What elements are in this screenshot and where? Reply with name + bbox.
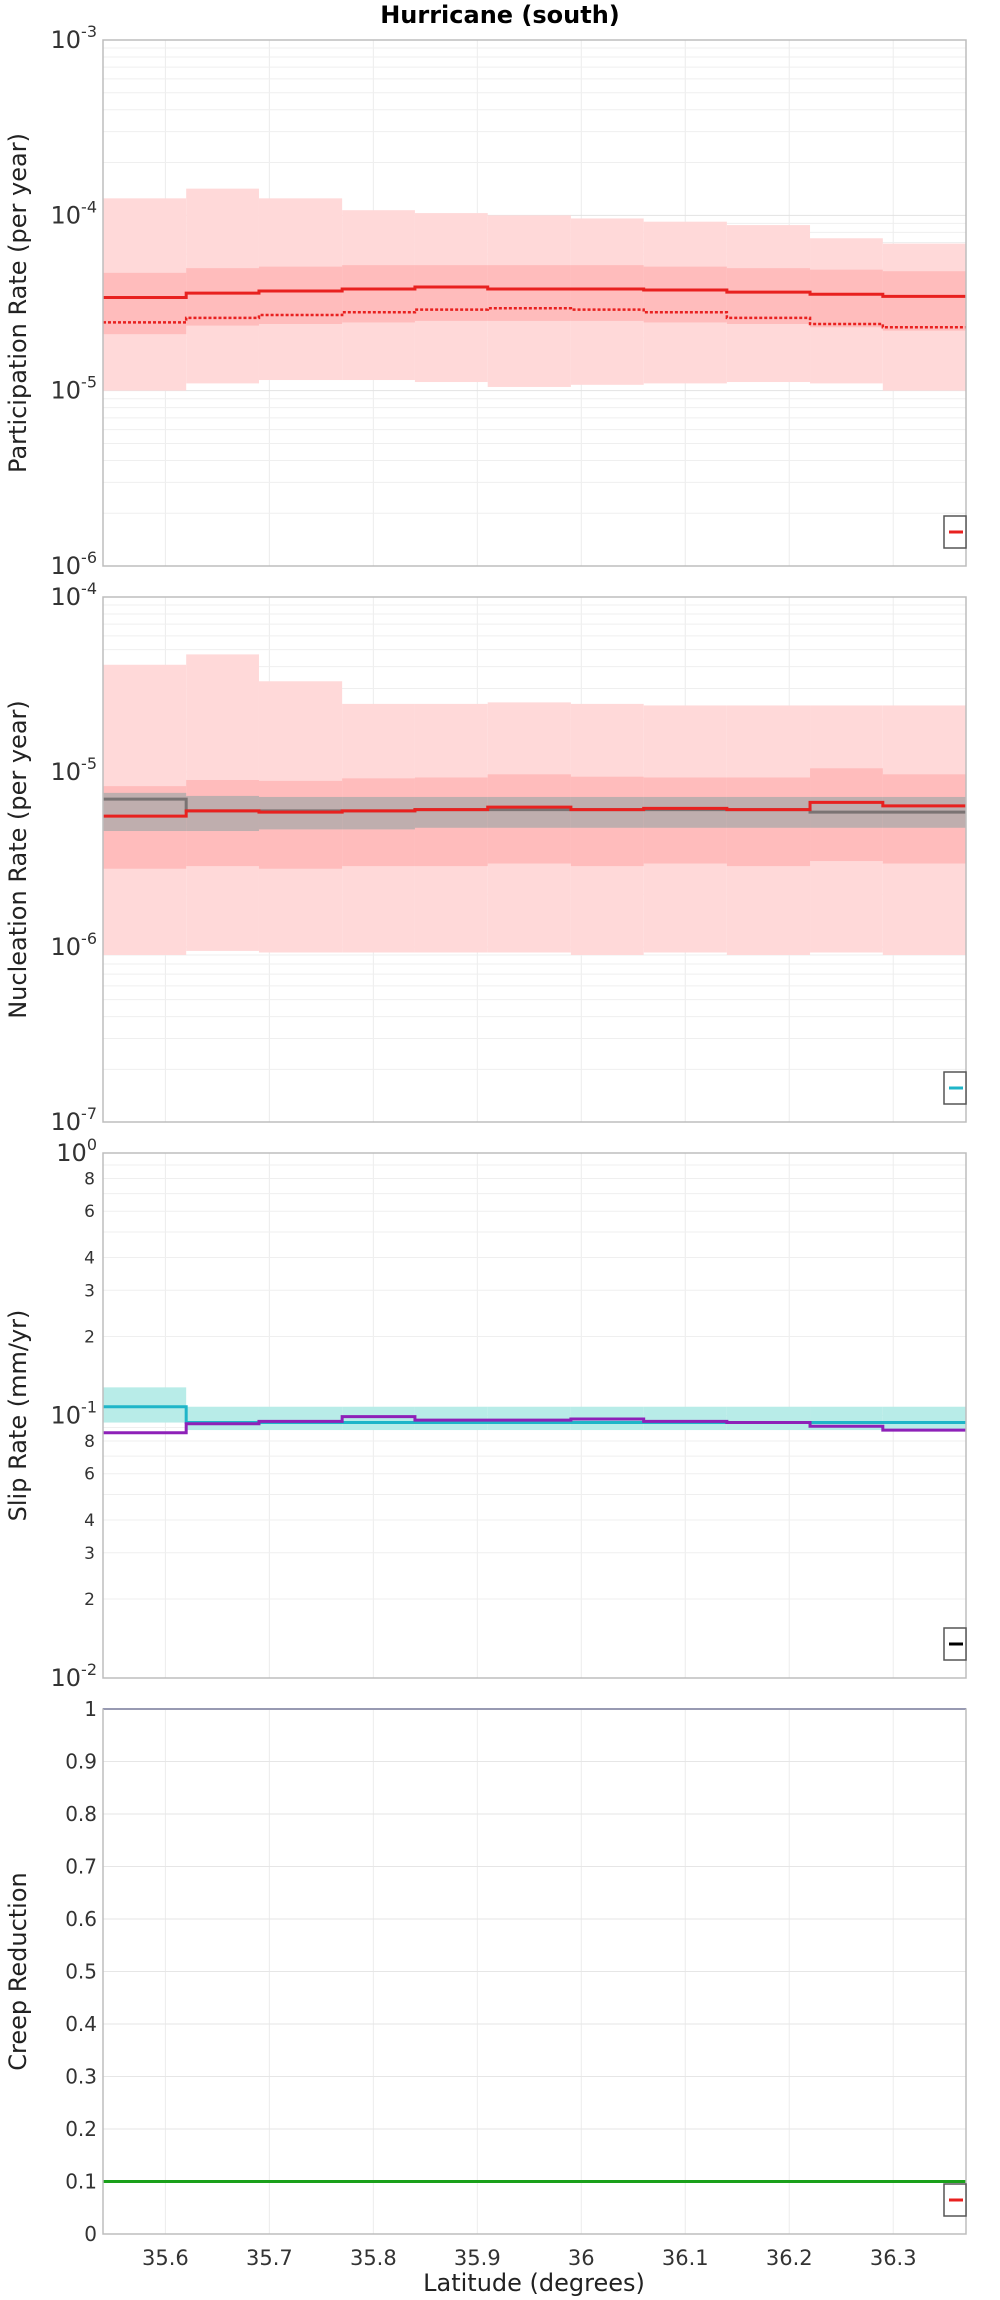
y-tick-label: 10-5: [51, 373, 98, 405]
y-tick-label: 1: [84, 1697, 97, 1721]
y-tick-label: 0.1: [65, 2170, 97, 2194]
y-tick-label: 10-6: [51, 548, 98, 580]
y-minor-tick-label: 6: [84, 1465, 95, 1485]
band-segment: [810, 269, 883, 328]
y-minor-tick-label: 4: [84, 1248, 95, 1268]
band-segment: [186, 1406, 259, 1431]
y-minor-tick-label: 3: [84, 1544, 95, 1564]
band-segment: [643, 266, 727, 323]
chart-title: Hurricane (south): [380, 1, 620, 29]
y-tick-label: 10-5: [51, 754, 98, 786]
y-tick-label: 10-4: [51, 579, 98, 611]
band-segment: [726, 1406, 811, 1431]
y-minor-tick-label: 3: [84, 1281, 95, 1301]
series-mean: [103, 285, 966, 299]
legend-participation: [943, 515, 967, 549]
x-tick-label: 36.2: [766, 2246, 813, 2270]
band-segment: [487, 1406, 571, 1431]
y-tick-labels-creep: 0 0.1 0.2 0.3 0.4 0.5 0.6 0.7 0.8 0.9 1: [65, 1697, 97, 2246]
y-minor-tick-label: 8: [84, 1432, 95, 1452]
band-segment: [726, 268, 811, 325]
y-tick-label: 0.9: [65, 1750, 97, 1774]
y-tick-labels-slip: 10-2 10-1 100 2 3 4 6 8 2 3 4 6 8: [51, 1135, 98, 1692]
plot-frame: [102, 1708, 967, 2235]
y-tick-label: 10-2: [51, 1660, 98, 1692]
y-tick-label: 0.8: [65, 1802, 97, 1826]
y-axis-label-creep: Creep Reduction: [4, 1872, 32, 2070]
y-minor-tick-label: 8: [84, 1169, 95, 1189]
y-tick-label: 0.5: [65, 1960, 97, 1984]
band-segment: [258, 1406, 343, 1431]
panel-slip: 10-2 10-1 100 2 3 4 6 8 2 3 4 6 8 Slip Rate (mm/yr): [4, 1135, 967, 1692]
band-segment: [882, 271, 966, 331]
series-alternate: [103, 307, 966, 329]
band-segment: [643, 796, 727, 828]
y-minor-tick-label: 4: [84, 1511, 95, 1531]
y-tick-label: 0.2: [65, 2117, 97, 2141]
y-axis-label-nucleation: Nucleation Rate (per year): [4, 700, 32, 1019]
y-minor-tick-label: 6: [84, 1202, 95, 1222]
y-axis-label-participation: Participation Rate (per year): [4, 133, 32, 473]
panel-nucleation: 10-7 10-6 10-5 10-4 Nucleation Rate (per yea…: [4, 579, 967, 1136]
y-axis-label-slip: Slip Rate (mm/yr): [4, 1310, 32, 1522]
band-segment: [643, 1406, 727, 1431]
y-minor-tick-label: 2: [84, 1327, 95, 1347]
band-segment: [882, 1406, 966, 1431]
band-segment: [414, 265, 488, 321]
band-segment: [810, 1406, 883, 1431]
y-tick-label: 0.6: [65, 1907, 97, 1931]
y-tick-label: 100: [56, 1135, 97, 1167]
band-segment: [726, 796, 811, 828]
panels: 10-6 10-5 10-4 10-3 Participation Rate (per …: [4, 22, 967, 2270]
band-segment: [570, 796, 644, 828]
panel-participation: 10-6 10-5 10-4 10-3 Participation Rate (per …: [4, 22, 967, 580]
plot-frame: [102, 1152, 967, 1679]
plot-frame: [102, 39, 967, 567]
band-segment: [570, 265, 644, 321]
y-tick-label: 0.3: [65, 2065, 97, 2089]
y-tick-label: 0: [84, 2222, 97, 2246]
y-tick-labels-nucleation: 10-7 10-6 10-5 10-4: [51, 579, 98, 1136]
band-segment: [414, 1406, 488, 1431]
x-tick-labels: 35.6 35.7 35.8 35.9 36 36.1 36.2 36.3: [142, 2246, 917, 2270]
x-axis-label: Latitude (degrees): [423, 2269, 645, 2297]
y-tick-label: 0.7: [65, 1855, 97, 1879]
y-minor-tick-label: 2: [84, 1590, 95, 1610]
band-segment: [186, 795, 259, 832]
y-tick-label: 10-3: [51, 22, 98, 54]
y-tick-label: 10-4: [51, 197, 98, 229]
x-tick-label: 35.8: [350, 2246, 397, 2270]
band-segment: [342, 265, 415, 323]
x-tick-label: 36.1: [662, 2246, 709, 2270]
band-segment: [342, 796, 415, 830]
y-tick-label: 10-7: [51, 1104, 98, 1136]
series-solution: [103, 1415, 966, 1435]
legend-creep: [943, 2183, 967, 2217]
band-segment: [103, 1387, 187, 1423]
x-tick-label: 36: [568, 2246, 595, 2270]
band-segment: [414, 796, 488, 828]
y-tick-label: 0.4: [65, 2012, 97, 2036]
band-segment: [186, 268, 259, 326]
legend-slip: [943, 1627, 967, 1661]
legend-nucleation: [943, 1071, 967, 1105]
band-segment: [103, 272, 187, 335]
x-tick-label: 35.9: [454, 2246, 501, 2270]
plot-frame: [102, 596, 967, 1123]
series-mean: [103, 800, 966, 818]
y-tick-labels-participation: 10-6 10-5 10-4 10-3: [51, 22, 98, 580]
y-tick-label: 10-6: [51, 929, 98, 961]
band-segment: [342, 1406, 415, 1431]
x-tick-label: 36.3: [870, 2246, 917, 2270]
x-tick-label: 35.7: [246, 2246, 293, 2270]
band-segment: [487, 796, 571, 828]
x-tick-label: 35.6: [142, 2246, 189, 2270]
band-inner-range: [103, 265, 966, 335]
y-tick-label: 10-1: [51, 1398, 98, 1430]
band-segment: [487, 265, 571, 321]
